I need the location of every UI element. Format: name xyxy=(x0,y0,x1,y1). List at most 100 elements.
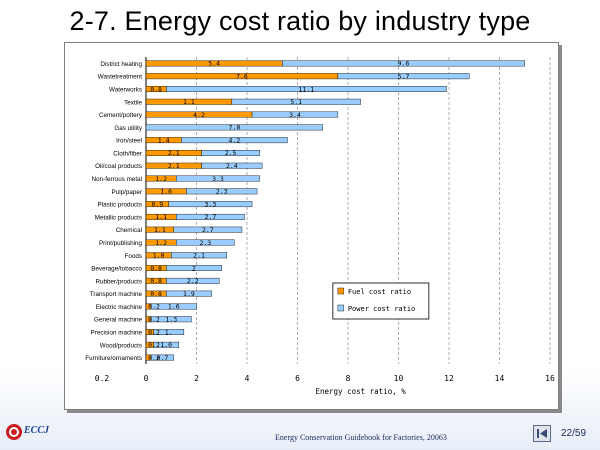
legend-swatch xyxy=(337,304,345,312)
power-bar xyxy=(171,252,227,259)
bar-chart: District heating 5.4 9.6 Wastetreatment 7.6 5… xyxy=(85,57,555,396)
power-value-label: 1.0 xyxy=(160,341,172,349)
guidebook-caption: Energy Conservation Guidebook for Factor… xyxy=(275,433,447,442)
category-label: Wood/products xyxy=(100,342,142,349)
power-bar xyxy=(231,98,361,105)
power-bar xyxy=(165,86,447,92)
power-bar xyxy=(165,290,212,297)
power-bar xyxy=(168,201,253,208)
power-bar xyxy=(176,175,260,182)
fuel-value-label: 0.8 xyxy=(150,264,162,272)
power-bar xyxy=(176,239,235,246)
power-value-label: 7.0 xyxy=(229,124,241,132)
fuel-value-label: 0.8 xyxy=(150,277,162,285)
x-tick-label: 2 xyxy=(194,374,199,383)
category-label: Iron/steel xyxy=(116,138,142,145)
x-tick-label: 16 xyxy=(545,374,555,383)
category-label: Precision machine xyxy=(91,330,143,337)
fuel-value-label: 5.4 xyxy=(208,60,220,68)
power-value-label: 3.4 xyxy=(289,111,301,119)
x-tick-label: 12 xyxy=(444,374,454,383)
fuel-value-label: 7.6 xyxy=(236,72,248,80)
power-value-label: 5.7 xyxy=(398,72,410,80)
category-label: Metallic products xyxy=(95,214,142,221)
fuel-value-label: 2.1 xyxy=(168,149,180,157)
category-label: Cloth/fiber xyxy=(113,150,142,157)
category-label: Non-ferrous metal xyxy=(92,176,142,183)
page-number: 22/59 xyxy=(561,428,587,439)
power-value-label: 5.1 xyxy=(290,98,302,106)
power-value-label: 1.6 xyxy=(168,303,180,311)
power-bar xyxy=(176,213,245,220)
legend-swatch xyxy=(337,287,345,295)
x-tick-label: 14 xyxy=(495,374,505,383)
fuel-value-label: 0.2 xyxy=(148,354,160,362)
category-label: Plastic products xyxy=(98,202,142,209)
power-value-label: 9.6 xyxy=(398,60,410,68)
category-label: Oil/coal products xyxy=(95,163,142,170)
axis-left-label: 0.2 xyxy=(95,374,110,383)
page-title: 2-7. Energy cost ratio by industry type xyxy=(69,6,531,36)
fuel-value-label: 0.9 xyxy=(151,200,163,208)
power-bar xyxy=(337,73,470,80)
category-label: Transport machine xyxy=(90,291,143,298)
power-value-label: 1.3 xyxy=(165,316,177,324)
power-bar xyxy=(165,277,220,284)
category-label: Chemical xyxy=(116,227,142,234)
power-bar xyxy=(150,303,197,310)
power-bar xyxy=(201,162,263,169)
power-value-label: 3.3 xyxy=(205,200,217,208)
category-label: Waterworks xyxy=(109,86,142,93)
x-tick-label: 8 xyxy=(346,374,351,383)
power-bar xyxy=(165,265,222,272)
power-value-label: 2.7 xyxy=(205,213,217,221)
first-page-button[interactable] xyxy=(533,425,551,442)
power-value-label: 0.7 xyxy=(157,354,169,362)
power-bar xyxy=(181,137,288,144)
fuel-value-label: 0.8 xyxy=(150,290,162,298)
category-label: Wastetreatment xyxy=(98,74,142,81)
power-value-label: 2 xyxy=(192,264,196,272)
power-bar xyxy=(173,226,243,233)
logo-text: ECCJ xyxy=(24,425,50,436)
fuel-value-label: 1.6 xyxy=(160,188,172,196)
power-bar xyxy=(282,60,525,67)
category-label: Pulp/paper xyxy=(112,189,142,196)
legend-box xyxy=(332,282,430,320)
power-value-label: 1.9 xyxy=(183,290,195,298)
category-label: Foods xyxy=(124,253,142,260)
power-bar xyxy=(201,149,260,156)
legend-entry: Fuel cost ratio xyxy=(348,288,411,296)
category-label: Rubber/products xyxy=(95,278,142,285)
category-label: Electric machine xyxy=(96,304,143,311)
power-value-label: 2.2 xyxy=(187,277,199,285)
power-value-label: 2.1 xyxy=(193,252,205,260)
power-value-label: 2.5 xyxy=(225,149,237,157)
power-value-label: 2.4 xyxy=(226,162,238,170)
power-value-label: 2.7 xyxy=(202,226,214,234)
fuel-value-label: 1.1 xyxy=(154,226,166,234)
fuel-value-label: 1.1 xyxy=(155,213,167,221)
fuel-value-label: 0.2 xyxy=(148,341,160,349)
fuel-value-label: 1.2 xyxy=(155,175,167,183)
fuel-value-label: 1.1 xyxy=(183,98,195,106)
x-tick-label: 0 xyxy=(144,374,149,383)
category-label: Cement/pottery xyxy=(99,112,143,119)
power-bar xyxy=(145,124,323,131)
power-value-label: 2.3 xyxy=(199,239,211,247)
power-bar xyxy=(150,316,192,323)
category-label: Print/publishing xyxy=(99,240,143,247)
eccj-logo xyxy=(6,424,22,440)
category-label: Beverage/tobacco xyxy=(91,266,142,273)
x-tick-label: 6 xyxy=(295,374,300,383)
power-bar xyxy=(153,341,180,348)
category-label: General machine xyxy=(94,317,142,324)
category-label: Furniture/ornaments xyxy=(85,355,142,362)
power-value-label: 4.2 xyxy=(229,136,241,144)
power-value-label: 3.3 xyxy=(212,175,224,183)
power-value-label: 2.3 xyxy=(216,188,228,196)
x-tick-label: 4 xyxy=(245,374,250,383)
fuel-value-label: 1.2 xyxy=(155,239,167,247)
category-label: Textile xyxy=(124,99,142,106)
fuel-value-label: 0.2 xyxy=(148,303,160,311)
